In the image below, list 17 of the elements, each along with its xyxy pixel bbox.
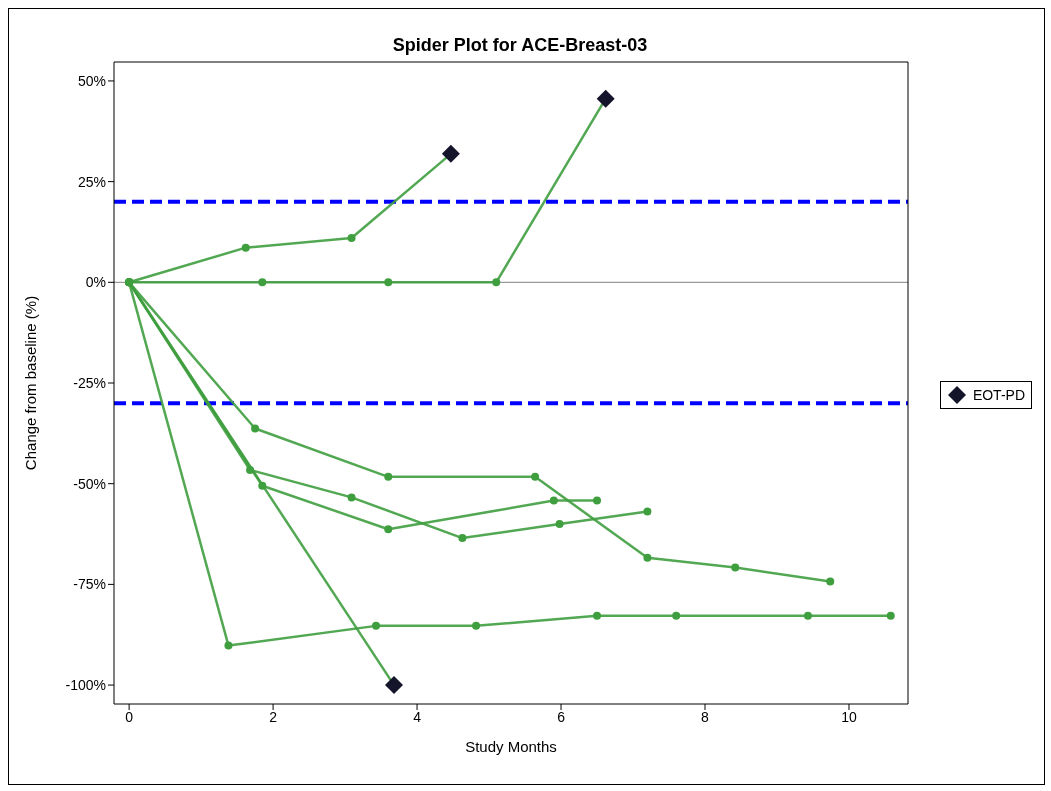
chart-title: Spider Plot for ACE-Breast-03 xyxy=(391,35,649,56)
x-axis-title: Study Months xyxy=(465,738,557,755)
x-tick-label: 6 xyxy=(557,708,566,725)
y-tick-label: -100% xyxy=(65,677,106,694)
y-axis-title: Change from baseline (%) xyxy=(22,295,40,471)
y-tick-label: -25% xyxy=(73,374,106,391)
y-tick-label: -75% xyxy=(73,576,106,593)
x-tick-label: 10 xyxy=(841,708,857,725)
y-tick-label: 0% xyxy=(85,274,106,291)
y-tick-label: 50% xyxy=(77,72,106,89)
legend-label: EOT-PD xyxy=(972,387,1025,403)
x-tick-label: 8 xyxy=(701,708,710,725)
x-tick-label: 0 xyxy=(125,708,134,725)
x-tick-label: 4 xyxy=(413,708,422,725)
y-tick-label: 25% xyxy=(77,173,106,190)
x-tick-label: 2 xyxy=(269,708,278,725)
y-tick-label: -50% xyxy=(73,475,106,492)
